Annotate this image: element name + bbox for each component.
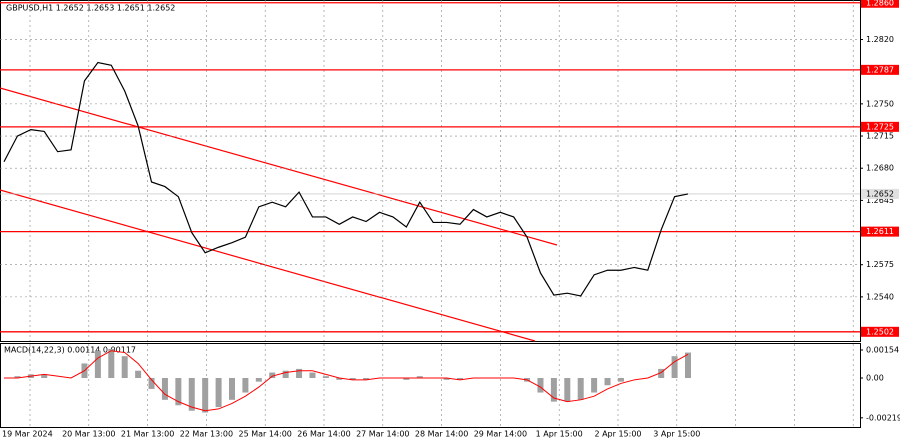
x-tick-label: 20 Mar 13:00 (62, 430, 115, 439)
x-tick-label: 28 Mar 14:00 (415, 430, 468, 439)
y-tick-label: 1.2680 (866, 164, 894, 173)
x-tick-label: 19 Mar 2024 (2, 430, 53, 439)
macd-bar (121, 356, 128, 378)
level-label-box (861, 226, 899, 237)
macd-bar (269, 372, 276, 378)
macd-bar (94, 350, 101, 378)
macd-bar (336, 378, 343, 380)
y-tick-label: 1.2750 (866, 99, 894, 108)
macd-bar (550, 378, 557, 402)
macd-bar (108, 348, 115, 378)
macd-bar (229, 378, 235, 400)
macd-bar (215, 378, 222, 408)
y-tick-label: 1.2645 (866, 196, 894, 205)
channel-lower (0, 189, 536, 342)
x-tick-label: 1 Apr 15:00 (536, 430, 583, 439)
macd-bar (255, 378, 262, 382)
macd-bar (322, 376, 329, 378)
price-line (3, 61, 689, 297)
x-tick-label: 27 Mar 14:00 (356, 430, 409, 439)
macd-bar (135, 370, 142, 378)
macd-bar (188, 378, 195, 411)
x-tick-label: 25 Mar 14:00 (238, 430, 291, 439)
macd-bar (457, 378, 463, 380)
y-tick-label: 1.2820 (866, 35, 894, 44)
macd-bar (349, 378, 356, 380)
macd-signal (4, 350, 689, 412)
macd-bar (671, 356, 678, 378)
y-tick-label: -0.00219 (866, 413, 900, 422)
y-tick-label: 1.2715 (866, 132, 894, 141)
x-tick-label: 2 Apr 15:00 (594, 430, 641, 439)
macd-bar (403, 378, 410, 380)
macd-bar (564, 378, 571, 402)
macd-bar (309, 372, 316, 378)
current-price-box (861, 188, 899, 199)
y-tick-label: 0.00 (866, 374, 884, 383)
y-tick-label: 1.2575 (866, 260, 894, 269)
macd-bar (41, 374, 48, 378)
macd-bar (443, 378, 450, 380)
macd-bar (202, 378, 209, 413)
macd-bar (296, 368, 303, 378)
macd-bar (537, 378, 544, 393)
y-tick-label: 1.2540 (866, 292, 894, 301)
macd-bar (591, 378, 598, 393)
level-label: 1.2725 (866, 122, 894, 131)
level-label-box (861, 326, 899, 337)
macd-panel (0, 343, 861, 428)
macd-bar (658, 368, 665, 378)
macd-bar (363, 378, 370, 380)
macd-bar (416, 376, 423, 378)
x-tick-label: 21 Mar 13:00 (121, 430, 174, 439)
macd-bar (242, 378, 249, 393)
macd-bar (604, 378, 611, 386)
x-tick-label: 3 Apr 15:00 (653, 430, 700, 439)
level-label: 1.2502 (866, 327, 894, 336)
level-label: 1.2860 (866, 0, 894, 7)
x-tick-label: 22 Mar 13:00 (180, 430, 233, 439)
price-panel (0, 0, 861, 342)
current-price-label: 1.2652 (866, 189, 894, 198)
macd-bar (577, 378, 584, 400)
level-label-box (861, 0, 899, 8)
y-tick-label: 0.00154 (866, 346, 899, 355)
macd-bar (617, 378, 624, 382)
macd-bar (14, 376, 21, 378)
chart-title: GBPUSD,H1 1.2652 1.2653 1.2651 1.2652 (6, 4, 175, 13)
macd-bar (175, 378, 182, 406)
level-label-box (861, 121, 899, 132)
macd-bar (161, 378, 168, 400)
level-label: 1.2611 (866, 227, 894, 236)
x-tick-label: 29 Mar 14:00 (474, 430, 527, 439)
x-tick-label: 26 Mar 14:00 (297, 430, 350, 439)
level-label-box (861, 64, 899, 75)
level-label: 1.2787 (866, 65, 894, 74)
macd-bar (282, 370, 289, 378)
macd-bar (685, 352, 691, 378)
channel-upper (0, 87, 558, 246)
macd-label: MACD(14,22,3) 0.00114 0.00117 (4, 346, 136, 355)
macd-bar (148, 378, 155, 389)
